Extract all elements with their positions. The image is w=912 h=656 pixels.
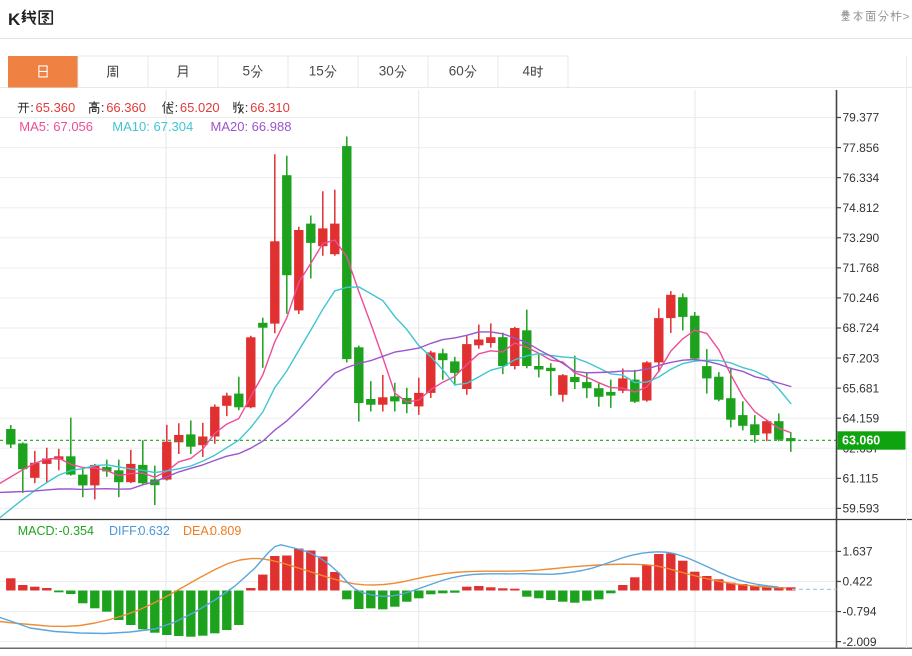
svg-text:63.060: 63.060 bbox=[842, 434, 880, 448]
svg-text:4: 4 bbox=[523, 64, 531, 79]
svg-text:-0.794: -0.794 bbox=[843, 605, 877, 619]
svg-text:30: 30 bbox=[379, 64, 394, 79]
svg-text:>: > bbox=[903, 10, 910, 24]
svg-text:65.360: 65.360 bbox=[36, 100, 76, 115]
svg-text:77.856: 77.856 bbox=[843, 141, 880, 155]
svg-text:65.681: 65.681 bbox=[843, 381, 880, 395]
svg-text:-2.009: -2.009 bbox=[843, 635, 877, 649]
svg-text::: : bbox=[245, 100, 249, 115]
svg-text:79.377: 79.377 bbox=[843, 111, 880, 125]
svg-text:67.203: 67.203 bbox=[843, 351, 880, 365]
svg-text:K: K bbox=[8, 10, 21, 29]
svg-text:71.768: 71.768 bbox=[843, 261, 880, 275]
svg-text:73.290: 73.290 bbox=[843, 231, 880, 245]
svg-text::: : bbox=[175, 100, 179, 115]
svg-text:66.310: 66.310 bbox=[250, 100, 290, 115]
svg-text:65.020: 65.020 bbox=[180, 100, 220, 115]
svg-text:DEA:: DEA: bbox=[183, 524, 212, 538]
svg-text:MA20: 66.988: MA20: 66.988 bbox=[211, 119, 292, 134]
svg-text:74.812: 74.812 bbox=[843, 201, 880, 215]
svg-text:76.334: 76.334 bbox=[843, 171, 880, 185]
svg-text:0.422: 0.422 bbox=[843, 575, 873, 589]
svg-text:DIFF:: DIFF: bbox=[109, 524, 140, 538]
svg-text:60: 60 bbox=[449, 64, 464, 79]
svg-text::: : bbox=[30, 100, 34, 115]
svg-text:MA10: 67.304: MA10: 67.304 bbox=[112, 119, 193, 134]
svg-text:0.809: 0.809 bbox=[210, 524, 241, 538]
svg-text::: : bbox=[101, 100, 105, 115]
svg-text:1.637: 1.637 bbox=[843, 545, 873, 559]
svg-text:0.632: 0.632 bbox=[139, 524, 170, 538]
svg-text:15: 15 bbox=[309, 64, 324, 79]
svg-text:59.593: 59.593 bbox=[843, 502, 880, 516]
svg-text:5: 5 bbox=[243, 64, 251, 79]
svg-text:64.159: 64.159 bbox=[843, 411, 880, 425]
svg-text:MA5: 67.056: MA5: 67.056 bbox=[19, 119, 93, 134]
svg-text:70.246: 70.246 bbox=[843, 291, 880, 305]
svg-text:68.724: 68.724 bbox=[843, 321, 880, 335]
svg-text:MACD:: MACD: bbox=[18, 524, 58, 538]
svg-text:-0.354: -0.354 bbox=[59, 524, 94, 538]
svg-text:61.115: 61.115 bbox=[843, 472, 879, 486]
svg-text:66.360: 66.360 bbox=[106, 100, 146, 115]
